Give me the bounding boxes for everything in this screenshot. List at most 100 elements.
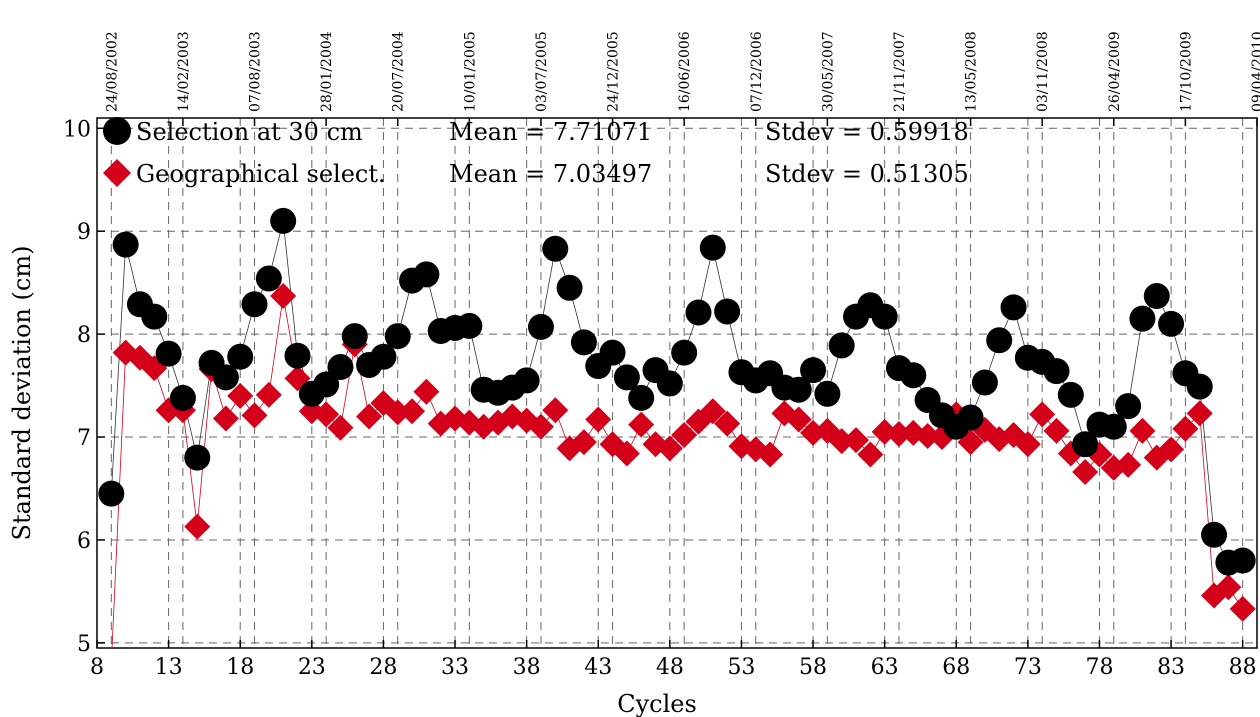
- selection-point: [1100, 413, 1127, 440]
- selection-point: [513, 367, 540, 394]
- x-tick-label: 33: [441, 655, 469, 680]
- plot-frame: [96, 117, 1258, 649]
- geographical-point: [1129, 417, 1156, 444]
- selection-point: [255, 265, 282, 292]
- geographical-point: [1115, 451, 1142, 478]
- geographical-point: [914, 423, 941, 449]
- selection-point: [828, 332, 855, 359]
- selection-point: [1158, 310, 1185, 337]
- geographical-point: [270, 283, 297, 310]
- selection-point: [542, 235, 569, 262]
- legend-stdev-geographical: Stdev = 0.51305: [765, 160, 969, 188]
- geographical-point: [313, 401, 340, 428]
- selection-point: [184, 444, 211, 471]
- geographical-point: [785, 406, 812, 433]
- top-date-label: 21/11/2007: [892, 31, 908, 112]
- legend-marker-selection: [103, 117, 131, 145]
- selection-point: [1201, 521, 1228, 548]
- x-tick-label: 53: [727, 655, 755, 680]
- geographical-point: [542, 397, 569, 424]
- geographical-point: [828, 428, 855, 455]
- geographical-point: [1229, 595, 1256, 622]
- selection-point: [599, 339, 626, 366]
- legend: Selection at 30 cm Mean = 7.71071 Stdev = …: [103, 117, 969, 188]
- geographical-point: [585, 406, 612, 433]
- geographical-point: [527, 413, 554, 440]
- geographical-point: [241, 402, 268, 429]
- geographical-point: [184, 513, 211, 540]
- selection-point: [1057, 381, 1084, 408]
- selection-point: [628, 384, 655, 411]
- legend-label-geographical: Geographical select.: [136, 160, 386, 188]
- legend-label-selection: Selection at 30 cm: [136, 118, 363, 146]
- selection-point: [141, 303, 168, 330]
- y-tick-label: 6: [77, 529, 91, 554]
- selection-point: [1072, 431, 1099, 458]
- x-tick-label: 28: [369, 655, 397, 680]
- geographical-point: [1029, 401, 1056, 428]
- x-tick-label: 18: [226, 655, 254, 680]
- selection-point: [714, 298, 741, 325]
- geographical-point: [212, 405, 239, 432]
- top-date-label: 14/02/2003: [176, 31, 192, 112]
- top-date-label: 03/07/2005: [534, 31, 550, 112]
- selection-point: [570, 329, 597, 356]
- selection-point: [900, 362, 927, 389]
- selection-point: [169, 384, 196, 411]
- selection-point: [656, 370, 683, 397]
- geographical-point: [843, 427, 870, 454]
- top-date-label: 10/01/2005: [462, 31, 478, 112]
- selection-point: [1129, 305, 1156, 332]
- geographical-point: [857, 441, 884, 468]
- plot-area: [98, 207, 1256, 648]
- top-date-label: 30/05/2007: [820, 31, 836, 112]
- geographical-point: [327, 414, 354, 441]
- selection-point: [699, 234, 726, 261]
- selection-point: [241, 291, 268, 318]
- top-date-label: 26/04/2009: [1107, 31, 1123, 112]
- selection-point: [527, 313, 554, 340]
- selection-point: [98, 480, 125, 507]
- top-date-label: 24/08/2002: [104, 31, 120, 112]
- selection-point: [871, 303, 898, 330]
- geographical-point: [613, 440, 640, 467]
- selection-point: [1229, 547, 1256, 574]
- y-axis-label: Standard deviation (cm): [8, 246, 36, 541]
- selection-point: [800, 357, 827, 384]
- selection-point: [227, 343, 254, 370]
- selection-point: [613, 364, 640, 391]
- top-date-label: 16/06/2006: [677, 31, 693, 112]
- y-tick-label: 7: [77, 426, 91, 451]
- x-tick-label: 48: [656, 655, 684, 680]
- geographical-point: [1186, 400, 1213, 427]
- geographical-point: [413, 378, 440, 405]
- legend-stdev-selection: Stdev = 0.59918: [765, 118, 969, 146]
- selection-point: [1043, 358, 1070, 385]
- selection-point: [1115, 393, 1142, 420]
- top-date-label: 03/11/2008: [1035, 31, 1051, 112]
- geographical-point: [757, 441, 784, 468]
- legend-mean-selection: Mean = 7.71071: [449, 118, 652, 146]
- selection-point: [270, 207, 297, 234]
- selection-point: [1000, 294, 1027, 321]
- selection-point: [327, 354, 354, 381]
- top-date-label: 09/04/2010: [1250, 31, 1260, 112]
- x-tick-label: 83: [1157, 655, 1185, 680]
- geographical-point: [885, 420, 912, 447]
- geographical-point: [1215, 574, 1242, 601]
- selection-point: [284, 342, 311, 369]
- y-tick-label: 5: [77, 632, 91, 657]
- x-tick-label: 43: [584, 655, 612, 680]
- geographical-point: [384, 399, 411, 426]
- x-tick-label: 13: [155, 655, 183, 680]
- selection-point: [957, 404, 984, 431]
- selection-point: [814, 380, 841, 407]
- geographical-point: [227, 382, 254, 409]
- top-date-label: 28/01/2004: [319, 31, 335, 112]
- geographical-point: [628, 411, 655, 438]
- selection-point: [413, 261, 440, 288]
- selection-point: [313, 371, 340, 398]
- selection-point: [1186, 373, 1213, 400]
